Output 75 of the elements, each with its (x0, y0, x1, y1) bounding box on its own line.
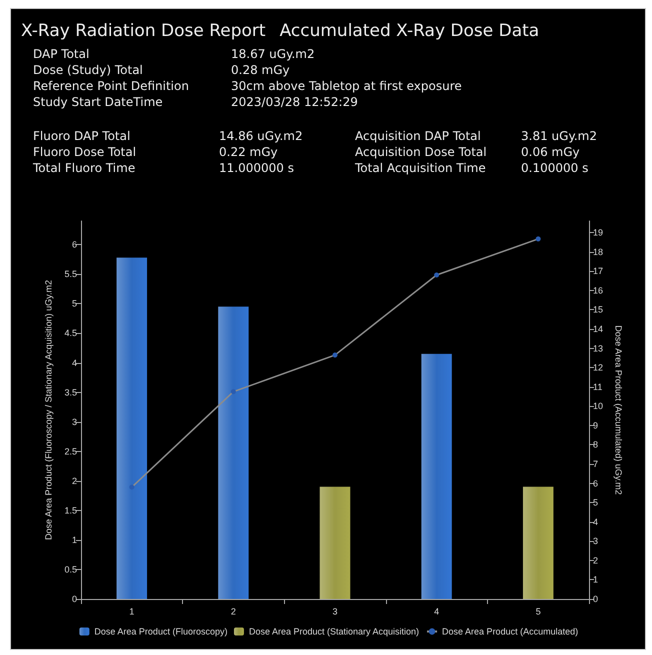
legend-label: Dose Area Product (Fluoroscopy) (94, 626, 228, 636)
chart-title: X-Ray Radiation Dose Report (21, 21, 266, 41)
x-tick-label: 4 (434, 606, 440, 616)
point (536, 236, 541, 242)
y2-tick-label: 10 (593, 401, 604, 412)
y2-tick-label: 18 (593, 246, 604, 257)
bar (421, 354, 452, 599)
y2-tick-label: 11 (593, 382, 602, 392)
bar (218, 306, 249, 599)
text: 0.22 mGy (219, 145, 279, 159)
y2-tick-label: 2 (593, 555, 598, 566)
y-tick-label: 5.5 (64, 269, 77, 280)
y-tick-label: 3.5 (64, 387, 77, 398)
x-tick-label: 5 (536, 606, 541, 616)
y2-tick-label: 5 (593, 498, 598, 508)
y2-tick-label: 14 (593, 324, 604, 334)
y2-tick-label: 16 (593, 285, 604, 296)
y2-tick-label: 6 (593, 478, 598, 488)
y-tick-label: 1 (72, 534, 77, 545)
text: Study Start DateTime (33, 95, 164, 109)
y-tick-label: 1.5 (64, 505, 77, 516)
y-tick-label: 2.5 (64, 446, 77, 456)
y2-tick-label: 12 (593, 362, 604, 373)
point (230, 389, 236, 394)
point (332, 352, 338, 358)
y2-tick-label: 0 (593, 594, 598, 604)
bar (320, 486, 350, 599)
y2-tick-label: 19 (593, 228, 604, 238)
y-tick-label: 3 (72, 416, 77, 427)
text: Total Acquisition Time (355, 161, 487, 175)
x-tick-label: 2 (230, 606, 236, 616)
point (129, 484, 134, 490)
text: Fluoro DAP Total (33, 129, 132, 143)
legend-label: Dose Area Product (Accumulated) (442, 626, 578, 636)
text: Acquisition Dose Total (355, 145, 488, 159)
text: 30cm above Tabletop at first exposure (231, 79, 462, 93)
y-tick-label: 4 (72, 358, 77, 368)
bar (116, 258, 148, 599)
bar (522, 486, 554, 599)
text: Fluoro Dose Total (33, 145, 138, 159)
y2-tick-label: 8 (593, 440, 598, 450)
text: Dose (Study) Total (33, 63, 144, 77)
text: Total Fluoro Time (33, 161, 136, 175)
y2-tick-label: 9 (593, 420, 598, 430)
y2-axis-title: Dose Area Product (Accumulated) uGy.m2 (613, 325, 624, 495)
y-tick-label: 5 (72, 298, 77, 309)
x-tick-label: 3 (332, 606, 338, 616)
text: 14.86 uGy.m2 (219, 129, 304, 143)
x-tick-label: 1 (129, 606, 134, 616)
y2-tick-label: 13 (593, 343, 604, 354)
y-axis-title: Dose Area Product (Fluoroscopy / Stationary Acquisition) uGy.m2 (44, 280, 54, 540)
text: DAP Total (33, 47, 90, 61)
y-tick-label: 0.5 (64, 564, 77, 574)
y-tick-label: 0 (72, 594, 77, 604)
y-tick-label: 6 (72, 240, 77, 250)
text: 0.06 mGy (521, 145, 581, 159)
y2-tick-label: 15 (593, 304, 604, 315)
point (434, 272, 440, 278)
y2-tick-label: 1 (593, 574, 598, 585)
text: 2023/03/28 12:52:29 (231, 95, 359, 109)
y2-tick-label: 17 (593, 266, 604, 276)
chart-subtitle: Accumulated X-Ray Dose Data (280, 21, 540, 41)
text: 0.28 mGy (231, 63, 291, 77)
legend-label: Dose Area Product (Stationary Acquisition) (248, 626, 420, 636)
text: 0.100000 s (521, 161, 590, 175)
y2-tick-label: 7 (593, 459, 598, 469)
text: Reference Point Definition (33, 79, 190, 93)
y-tick-label: 2 (72, 476, 77, 486)
text: 11.000000 s (219, 161, 295, 175)
y-tick-label: 4.5 (64, 328, 77, 338)
y2-tick-label: 4 (593, 516, 598, 527)
text: 3.81 uGy.m2 (521, 129, 597, 143)
text: Acquisition DAP Total (355, 129, 482, 143)
text: 18.67 uGy.m2 (231, 47, 316, 61)
y2-tick-label: 3 (593, 536, 598, 546)
